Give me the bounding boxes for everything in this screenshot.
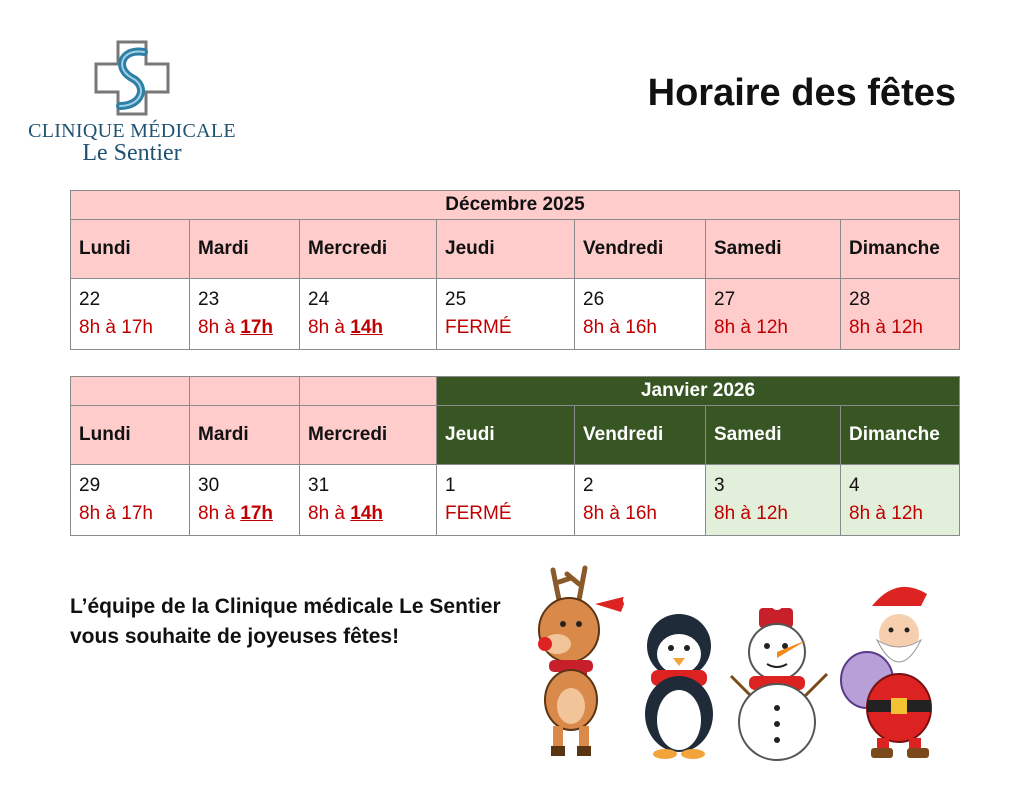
empty-header-cell (189, 376, 300, 406)
day-header: Jeudi (436, 405, 575, 465)
hours: 8h à 17h (198, 503, 274, 524)
hours: 8h à 17h (79, 317, 153, 338)
snowman-icon (729, 598, 829, 761)
day-cell: 26 8h à 16h (574, 278, 706, 350)
hours: 8h à 17h (79, 503, 153, 524)
day-header: Dimanche (840, 219, 960, 279)
date: 25 (445, 289, 467, 310)
day-header: Mercredi (299, 405, 437, 465)
day-header: Dimanche (840, 405, 960, 465)
date: 23 (198, 289, 220, 310)
day-header: Samedi (705, 405, 841, 465)
date: 30 (198, 475, 220, 496)
day-header: Mardi (189, 219, 300, 279)
hours: 8h à 12h (849, 503, 923, 524)
day-header: Vendredi (574, 219, 706, 279)
hours: FERMÉ (445, 503, 512, 524)
date: 4 (849, 475, 860, 496)
message-line-2: vous souhaite de joyeuses fêtes! (70, 625, 400, 648)
date: 29 (79, 475, 101, 496)
day-cell: 2 8h à 16h (574, 464, 706, 536)
holiday-message: L’équipe de la Clinique médicale Le Sent… (70, 592, 501, 652)
day-cell: 4 8h à 12h (840, 464, 960, 536)
date: 28 (849, 289, 871, 310)
date: 2 (583, 475, 594, 496)
hours: 8h à 14h (308, 503, 384, 524)
hours: 8h à 16h (583, 503, 657, 524)
hours: 8h à 12h (849, 317, 923, 338)
hours: FERMÉ (445, 317, 512, 338)
day-cell: 30 8h à 17h (189, 464, 300, 536)
empty-header-cell (70, 376, 190, 406)
date: 22 (79, 289, 101, 310)
day-header: Jeudi (436, 219, 575, 279)
day-cell: 22 8h à 17h (70, 278, 190, 350)
clinic-cross-icon (94, 40, 170, 116)
day-cell: 24 8h à 14h (299, 278, 437, 350)
january-schedule-table: Janvier 2026 Lundi Mardi Mercredi Jeudi … (70, 376, 960, 536)
day-header: Mardi (189, 405, 300, 465)
date: 3 (714, 475, 725, 496)
hours: 8h à 17h (198, 317, 274, 338)
day-header: Lundi (70, 219, 190, 279)
day-header: Mercredi (299, 219, 437, 279)
day-header: Vendredi (574, 405, 706, 465)
reindeer-icon (538, 565, 635, 756)
hours: 8h à 12h (714, 317, 788, 338)
page-title: Horaire des fêtes (647, 72, 956, 114)
clinic-logo: CLINIQUE MÉDICALE Le Sentier (22, 38, 242, 168)
day-cell: 28 8h à 12h (840, 278, 960, 350)
message-line-1: L’équipe de la Clinique médicale Le Sent… (70, 595, 501, 618)
day-cell: 25 FERMÉ (436, 278, 575, 350)
date: 31 (308, 475, 330, 496)
hours: 8h à 14h (308, 317, 384, 338)
penguin-icon (645, 614, 713, 759)
day-header: Samedi (705, 219, 841, 279)
december-schedule-table: Décembre 2025 Lundi Mardi Mercredi Jeudi… (70, 190, 960, 350)
empty-header-cell (299, 376, 437, 406)
day-cell: 3 8h à 12h (705, 464, 841, 536)
hours: 8h à 16h (583, 317, 657, 338)
day-cell: 23 8h à 17h (189, 278, 300, 350)
date: 26 (583, 289, 605, 310)
day-cell: 27 8h à 12h (705, 278, 841, 350)
december-month-header: Décembre 2025 (70, 190, 960, 220)
santa-icon (840, 583, 932, 758)
day-cell: 1 FERMÉ (436, 464, 575, 536)
date: 1 (445, 475, 456, 496)
january-month-header: Janvier 2026 (436, 376, 960, 406)
date: 27 (714, 289, 736, 310)
christmas-characters-illustration (538, 565, 932, 761)
day-cell: 31 8h à 14h (299, 464, 437, 536)
logo-line-1: CLINIQUE MÉDICALE (28, 120, 236, 142)
logo-line-2: Le Sentier (82, 140, 182, 166)
hours: 8h à 12h (714, 503, 788, 524)
day-cell: 29 8h à 17h (70, 464, 190, 536)
day-header: Lundi (70, 405, 190, 465)
date: 24 (308, 289, 330, 310)
